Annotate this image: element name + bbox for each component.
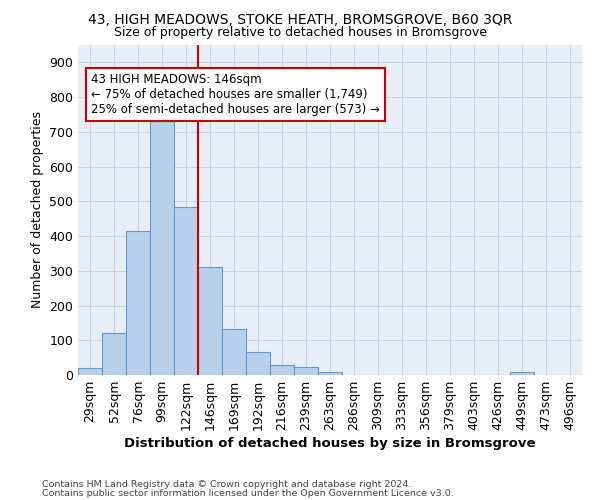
Text: 43, HIGH MEADOWS, STOKE HEATH, BROMSGROVE, B60 3QR: 43, HIGH MEADOWS, STOKE HEATH, BROMSGROV… bbox=[88, 12, 512, 26]
Bar bbox=[126, 231, 150, 375]
Bar bbox=[510, 372, 534, 375]
Text: 43 HIGH MEADOWS: 146sqm
← 75% of detached houses are smaller (1,749)
25% of semi: 43 HIGH MEADOWS: 146sqm ← 75% of detache… bbox=[91, 73, 380, 116]
Text: Size of property relative to detached houses in Bromsgrove: Size of property relative to detached ho… bbox=[113, 26, 487, 39]
Text: Contains public sector information licensed under the Open Government Licence v3: Contains public sector information licen… bbox=[42, 489, 454, 498]
Bar bbox=[294, 367, 318, 375]
Bar bbox=[102, 334, 126, 375]
Text: Contains HM Land Registry data © Crown copyright and database right 2024.: Contains HM Land Registry data © Crown c… bbox=[42, 480, 412, 489]
Bar bbox=[174, 206, 198, 375]
Bar bbox=[78, 368, 102, 375]
Bar bbox=[222, 329, 246, 375]
Y-axis label: Number of detached properties: Number of detached properties bbox=[31, 112, 44, 308]
Bar bbox=[150, 122, 174, 375]
Bar bbox=[246, 352, 270, 375]
Bar bbox=[198, 268, 222, 375]
Bar bbox=[270, 364, 294, 375]
Bar bbox=[318, 372, 342, 375]
X-axis label: Distribution of detached houses by size in Bromsgrove: Distribution of detached houses by size … bbox=[124, 437, 536, 450]
